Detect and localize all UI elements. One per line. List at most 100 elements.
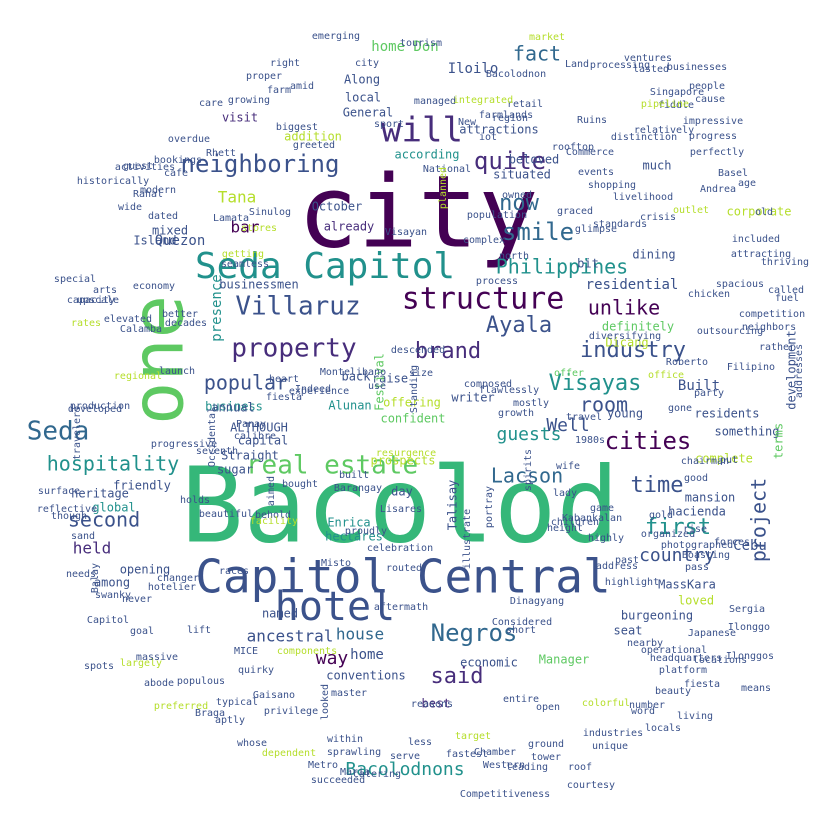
word-123: region bbox=[492, 113, 528, 124]
word-147: progressive bbox=[151, 439, 217, 450]
word-19: Ayala bbox=[486, 313, 552, 338]
word-213: descended bbox=[391, 345, 445, 356]
word-260: spots bbox=[84, 661, 114, 672]
word-236: platform bbox=[659, 665, 707, 676]
word-207: mostly bbox=[513, 398, 549, 409]
word-1: city bbox=[298, 153, 539, 270]
word-283: children bbox=[551, 517, 599, 528]
word-326: Andrea bbox=[700, 184, 736, 195]
word-64: according bbox=[394, 148, 459, 162]
word-87: seat bbox=[614, 624, 643, 638]
word-252: abode bbox=[144, 678, 174, 689]
word-274: good bbox=[684, 473, 708, 484]
word-264: though bbox=[51, 511, 87, 522]
word-125: distinction bbox=[611, 132, 677, 143]
word-310: farm bbox=[267, 85, 291, 96]
word-271: nearby bbox=[627, 638, 663, 649]
word-67: business bbox=[205, 400, 263, 414]
word-205: offer bbox=[554, 368, 584, 379]
word-88: burgeoning bbox=[621, 609, 693, 623]
word-339: graced bbox=[557, 206, 593, 217]
word-42: home bbox=[350, 647, 384, 663]
word-83: conventions bbox=[326, 669, 405, 683]
word-324: people bbox=[689, 81, 725, 92]
word-58: addition bbox=[284, 130, 342, 144]
word-291: special bbox=[54, 274, 96, 285]
word-296: Calamba bbox=[120, 324, 162, 335]
word-62: situated bbox=[493, 168, 551, 182]
word-96: writer bbox=[451, 391, 494, 405]
word-230: spacious bbox=[716, 279, 764, 290]
word-253: largely bbox=[120, 658, 162, 669]
word-301: Lamata bbox=[213, 213, 249, 224]
word-72: Straight bbox=[221, 449, 279, 463]
word-277: past bbox=[615, 555, 639, 566]
word-54: General bbox=[343, 106, 394, 120]
word-25: first bbox=[645, 515, 711, 540]
word-161: changer bbox=[157, 573, 199, 584]
word-171: address bbox=[596, 561, 638, 572]
word-106: terms bbox=[772, 423, 786, 459]
word-134: complex bbox=[463, 235, 505, 246]
word-224: perfectly bbox=[690, 147, 744, 158]
word-107: corporate bbox=[726, 205, 791, 219]
word-110: Talisay bbox=[446, 480, 460, 531]
word-239: Ilonggos bbox=[726, 651, 774, 662]
word-11: real estate bbox=[246, 451, 418, 481]
word-220: pipeline bbox=[641, 99, 689, 110]
word-27: second bbox=[68, 508, 140, 532]
word-9: Villaruz bbox=[235, 292, 360, 322]
word-5: Seda Capitol bbox=[195, 246, 455, 287]
word-320: processing bbox=[590, 60, 650, 71]
word-57: attractions bbox=[459, 123, 538, 137]
word-316: integrated bbox=[453, 95, 513, 106]
word-350: tower bbox=[531, 752, 561, 763]
word-311: amid bbox=[290, 81, 314, 92]
word-232: organized bbox=[641, 529, 695, 540]
word-49: Cebu bbox=[733, 538, 767, 554]
word-167: master bbox=[331, 688, 367, 699]
word-217: MICE bbox=[234, 646, 258, 657]
word-237: locations bbox=[693, 655, 747, 666]
word-242: living bbox=[677, 711, 713, 722]
word-297: decades bbox=[165, 318, 207, 329]
word-184: looked bbox=[320, 684, 331, 720]
word-233: photographed bbox=[661, 540, 733, 551]
word-31: room bbox=[580, 393, 628, 417]
word-144: heart bbox=[269, 374, 299, 385]
word-333: Filipino bbox=[727, 362, 775, 373]
word-6: will bbox=[381, 111, 463, 151]
word-55: local bbox=[345, 91, 381, 105]
word-60: already bbox=[324, 220, 375, 234]
word-156: bookings bbox=[154, 155, 202, 166]
word-141: party bbox=[694, 388, 724, 399]
word-322: lasted bbox=[633, 64, 669, 75]
word-353: courtesy bbox=[567, 780, 615, 791]
word-209: resurgence bbox=[376, 448, 436, 459]
word-12: Seda bbox=[27, 417, 90, 447]
word-166: populous bbox=[177, 676, 225, 687]
word-137: diversifying bbox=[589, 331, 661, 342]
word-121: market bbox=[529, 32, 565, 43]
word-14: cities bbox=[605, 427, 692, 455]
word-126: fiddle bbox=[658, 100, 694, 111]
word-127: Roberto bbox=[666, 357, 708, 368]
word-300: care bbox=[199, 98, 223, 109]
word-303: Rahal bbox=[133, 189, 163, 200]
word-347: ground bbox=[528, 739, 564, 750]
word-287: behold bbox=[255, 510, 291, 521]
word-348: Competitiveness bbox=[460, 789, 550, 800]
word-227: thriving bbox=[761, 257, 809, 268]
word-241: number bbox=[629, 700, 665, 711]
word-186: Dinagyang bbox=[510, 596, 564, 607]
word-351: roof bbox=[568, 762, 592, 773]
word-90: MassKara bbox=[658, 578, 716, 592]
word-50: heritage bbox=[71, 487, 129, 501]
word-202: Rhett bbox=[206, 148, 236, 159]
word-295: elevated bbox=[104, 314, 152, 325]
word-218: travel bbox=[566, 412, 602, 423]
word-323: businesses bbox=[667, 62, 727, 73]
word-131: owned bbox=[502, 190, 532, 201]
word-80: Enrica bbox=[327, 516, 370, 530]
